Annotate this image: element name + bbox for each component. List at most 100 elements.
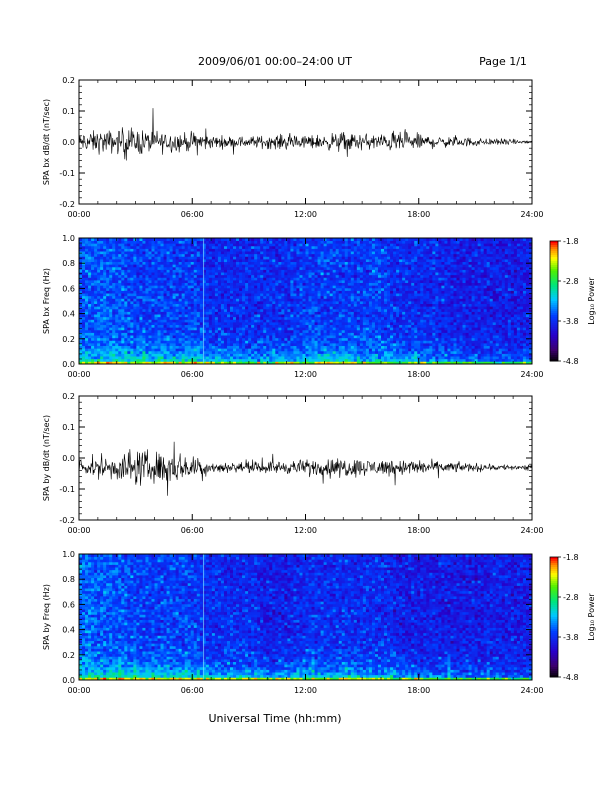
heatmap-cell	[193, 358, 198, 362]
heatmap-cell	[359, 251, 364, 255]
heatmap-cell	[145, 306, 149, 310]
heatmap-cell	[85, 293, 89, 297]
heatmap-cell	[133, 322, 137, 326]
heatmap-cell	[115, 337, 119, 341]
heatmap-cell	[109, 256, 113, 260]
heatmap-cell	[296, 332, 300, 336]
heatmap-cell	[311, 274, 315, 278]
heatmap-cell	[317, 248, 321, 252]
heatmap-cell	[154, 238, 158, 242]
heatmap-cell	[118, 335, 122, 339]
heatmap-cell	[365, 361, 370, 365]
heatmap-cell	[139, 335, 143, 339]
heatmap-cell	[109, 295, 113, 299]
heatmap-cell	[145, 264, 149, 268]
heatmap-cell	[381, 335, 385, 339]
heatmap-cell	[245, 324, 249, 328]
heatmap-cell	[100, 256, 104, 260]
heatmap-cell	[377, 308, 382, 312]
heatmap-cell	[350, 350, 355, 354]
heatmap-cell	[236, 340, 240, 344]
heatmap-cell	[344, 319, 349, 323]
heatmap-cell	[112, 272, 116, 276]
heatmap-cell	[299, 238, 303, 242]
heatmap-cell	[175, 322, 180, 326]
heatmap-cell	[88, 332, 92, 336]
heatmap-cell	[175, 293, 180, 297]
heatmap-cell	[220, 256, 225, 260]
heatmap-cell	[184, 308, 189, 312]
heatmap-cell	[230, 259, 234, 263]
heatmap-cell	[302, 327, 306, 331]
heatmap-cell	[172, 272, 177, 276]
heatmap-cell	[308, 293, 312, 297]
heatmap-cell	[338, 243, 343, 247]
heatmap-cell	[196, 256, 201, 260]
heatmap-cell	[284, 295, 288, 299]
heatmap-cell	[184, 245, 189, 249]
heatmap-cell	[115, 295, 119, 299]
heatmap-cell	[260, 301, 264, 305]
heatmap-cell	[139, 319, 143, 323]
heatmap-cell	[350, 303, 355, 307]
heatmap-cell	[257, 248, 261, 252]
heatmap-cell	[341, 356, 346, 360]
heatmap-cell	[196, 238, 201, 242]
heatmap-cell	[251, 303, 255, 307]
heatmap-cell	[166, 353, 170, 357]
heatmap-cell	[278, 274, 282, 278]
heatmap-cell	[284, 253, 288, 257]
heatmap-cell	[142, 361, 146, 365]
heatmap-cell	[175, 306, 180, 310]
heatmap-cell	[248, 251, 252, 255]
heatmap-cell	[341, 256, 346, 260]
heatmap-cell	[353, 269, 358, 273]
heatmap-cell	[100, 303, 104, 307]
heatmap-cell	[263, 251, 267, 255]
heatmap-cell	[269, 274, 273, 278]
heatmap-cell	[266, 327, 270, 331]
heatmap-cell	[91, 345, 95, 349]
heatmap-cell	[236, 285, 240, 289]
heatmap-cell	[332, 282, 337, 286]
heatmap-cell	[91, 308, 95, 312]
heatmap-cell	[130, 343, 134, 347]
heatmap-cell	[344, 256, 349, 260]
heatmap-cell	[109, 337, 113, 341]
heatmap-cell	[281, 303, 285, 307]
heatmap-cell	[214, 272, 219, 276]
heatmap-cell	[151, 316, 155, 320]
heatmap-cell	[160, 251, 164, 255]
heatmap-cell	[94, 327, 98, 331]
heatmap-cell	[305, 329, 309, 333]
heatmap-cell	[359, 264, 364, 268]
heatmap-cell	[323, 282, 328, 286]
heatmap-cell	[353, 314, 358, 318]
heatmap-cell	[374, 298, 379, 302]
heatmap-cell	[133, 356, 137, 360]
heatmap-cell	[305, 253, 309, 257]
heatmap-cell	[260, 240, 264, 244]
heatmap-cell	[223, 345, 228, 349]
heatmap-cell	[326, 324, 331, 328]
heatmap-cell	[308, 274, 312, 278]
heatmap-cell	[118, 345, 122, 349]
heatmap-cell	[100, 353, 104, 357]
heatmap-cell	[139, 353, 143, 357]
heatmap-cell	[314, 274, 318, 278]
heatmap-cell	[226, 350, 231, 354]
heatmap-cell	[220, 290, 225, 294]
heatmap-cell	[223, 350, 228, 354]
heatmap-cell	[245, 350, 249, 354]
heatmap-cell	[368, 353, 373, 357]
heatmap-cell	[178, 337, 183, 341]
heatmap-cell	[79, 308, 83, 312]
heatmap-cell	[112, 243, 116, 247]
heatmap-cell	[239, 329, 243, 333]
heatmap-cell	[266, 290, 270, 294]
heatmap-cell	[196, 353, 201, 357]
heatmap-cell	[217, 259, 222, 263]
heatmap-cell	[338, 303, 343, 307]
heatmap-cell	[248, 358, 252, 362]
heatmap-cell	[320, 295, 325, 299]
